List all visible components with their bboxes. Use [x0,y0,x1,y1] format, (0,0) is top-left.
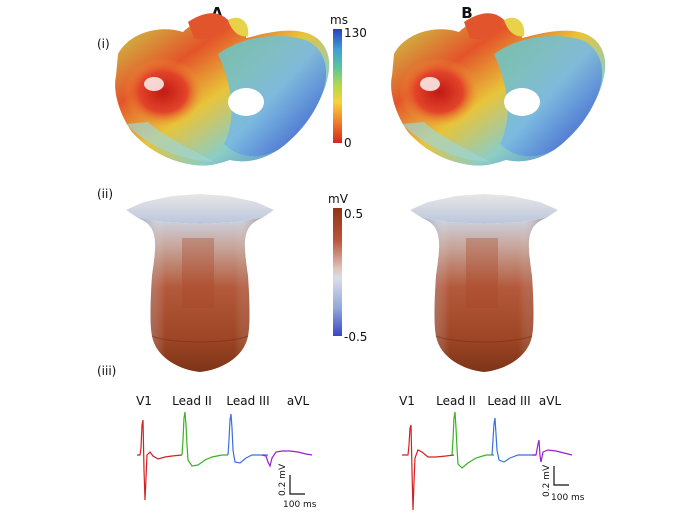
activation-colorbar-gradient [333,29,342,143]
row-label-iii: (iii) [97,364,116,378]
ecg-a-trace-avl [261,450,313,468]
ecg-panel-b: V1 Lead II Lead III aVL 0.2 mV 100 ms [399,394,585,511]
torso-potential-map-b [409,193,559,373]
ecg-a-scale-time: 100 ms [283,500,317,510]
ecg-a-scale-voltage: 0.2 mV [278,463,288,496]
ecg-a-lead-label-ii: Lead II [172,394,212,408]
ecg-b-scale-bar: 0.2 mV 100 ms [542,464,585,503]
ecg-b-lead-label-v1: V1 [399,394,415,408]
ecg-a-lead-label-iii: Lead III [226,394,269,408]
ecg-a-lead-label-avl: aVL [287,394,310,408]
ecg-a-lead-label-v1: V1 [136,394,152,408]
ecg-panel-a: V1 Lead II Lead III aVL 0.2 mV 100 ms [136,394,317,510]
ecg-b-scale-voltage: 0.2 mV [542,464,552,497]
activation-colorbar-unit: ms [330,13,348,27]
ecg-b-trace-ii [451,411,494,469]
potential-colorbar: mV 0.5 -0.5 [328,192,367,344]
ecg-b-trace-v1 [402,424,455,511]
ecg-b-lead-label-iii: Lead III [487,394,530,408]
activation-colorbar-max: 130 [344,26,367,40]
ecg-b-lead-label-avl: aVL [539,394,562,408]
ecg-a-trace-iii [227,413,268,464]
potential-colorbar-unit: mV [328,192,349,206]
activation-map-b [391,13,606,166]
potential-colorbar-max: 0.5 [344,207,363,221]
potential-colorbar-min: -0.5 [344,330,367,344]
column-label-b: B [461,4,472,22]
ecg-b-trace-iii [491,417,536,463]
ecg-b-lead-label-ii: Lead II [436,394,476,408]
activation-colorbar-min: 0 [344,136,352,150]
activation-colorbar: ms 130 0 [330,13,367,150]
row-label-ii: (ii) [97,187,113,201]
activation-map-a [115,13,330,166]
torso-potential-map-a [125,193,275,373]
ecg-b-scale-time: 100 ms [551,493,585,503]
ecg-a-trace-ii [181,411,228,467]
ecg-a-scale-bar: 0.2 mV 100 ms [278,463,317,510]
potential-colorbar-gradient [333,208,342,336]
ecg-b-trace-avl [532,439,573,463]
row-label-i: (i) [97,37,110,51]
ecg-a-trace-v1 [137,419,183,501]
